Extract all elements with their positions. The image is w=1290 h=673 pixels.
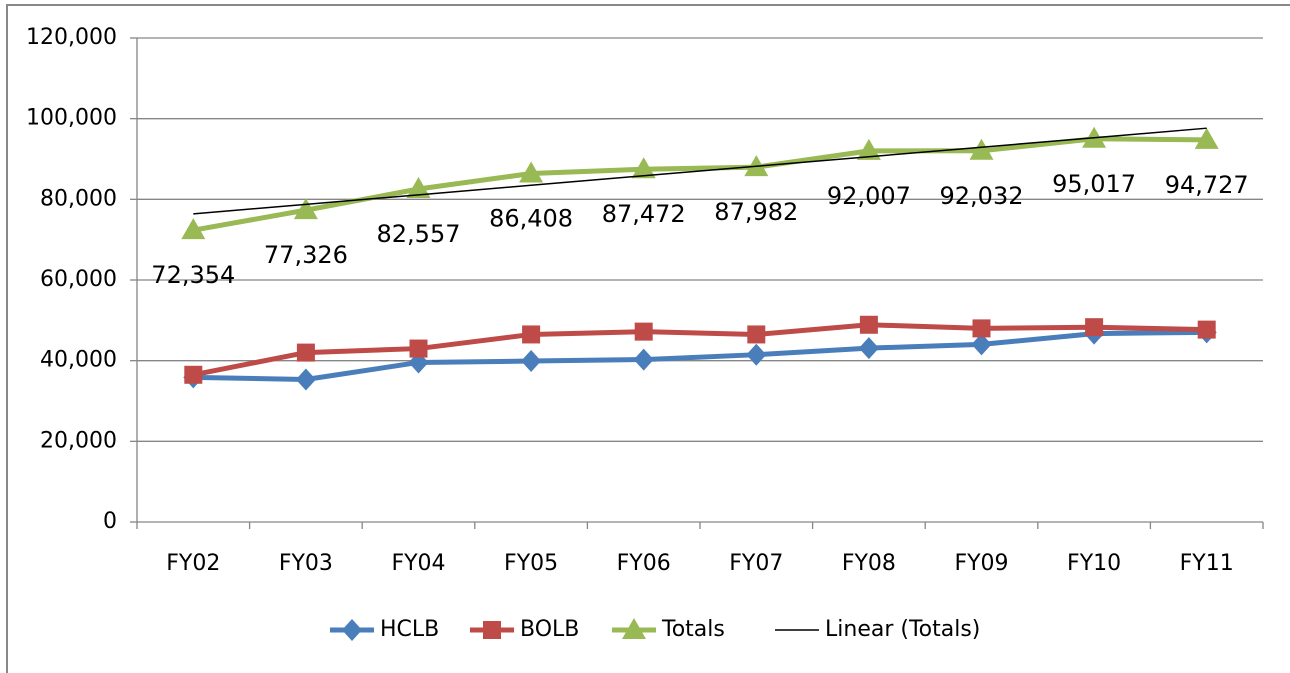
point-marker [293, 198, 318, 220]
data-label: 87,472 [602, 200, 686, 228]
data-label: 94,727 [1165, 171, 1249, 199]
series-line [193, 329, 1207, 383]
point-marker [1197, 320, 1216, 339]
chart-border [6, 4, 1290, 673]
y-tick-label: 120,000 [26, 25, 117, 50]
x-tick-label: FY09 [954, 551, 1008, 576]
data-label: 95,017 [1052, 170, 1136, 198]
legend-marker [622, 618, 646, 639]
point-marker [856, 138, 881, 160]
series-line [192, 322, 1207, 378]
x-tick-label: FY08 [842, 551, 896, 576]
y-tick-label: 100,000 [26, 106, 117, 131]
point-marker [859, 315, 878, 334]
point-marker [1194, 127, 1219, 149]
point-marker [181, 218, 206, 240]
point-marker [858, 337, 879, 360]
data-label: 72,354 [151, 261, 235, 289]
data-label: 82,557 [377, 220, 461, 248]
x-tick-label: FY04 [391, 551, 445, 576]
legend-label: Linear (Totals) [825, 617, 980, 642]
point-marker [631, 157, 656, 179]
data-label: 77,326 [264, 241, 348, 269]
point-marker [406, 177, 431, 199]
point-marker [972, 319, 991, 338]
y-tick-label: 80,000 [40, 186, 117, 211]
point-marker [184, 365, 203, 384]
point-marker [409, 339, 428, 358]
point-marker [522, 325, 541, 344]
point-marker [521, 350, 542, 373]
data-label: 92,032 [940, 182, 1024, 210]
point-marker [747, 325, 766, 344]
point-marker [296, 343, 315, 362]
data-label: 87,982 [714, 198, 798, 226]
point-marker [1085, 318, 1104, 337]
legend-label: BOLB [520, 617, 579, 642]
x-tick-label: FY03 [279, 551, 333, 576]
x-tick-label: FY06 [617, 551, 671, 576]
point-marker [971, 333, 992, 356]
data-label: 86,408 [489, 204, 573, 232]
legend-label: HCLB [380, 617, 439, 642]
y-tick-label: 40,000 [40, 348, 117, 373]
x-tick-label: FY05 [504, 551, 558, 576]
x-tick-label: FY02 [166, 551, 220, 576]
point-marker [969, 138, 994, 160]
point-marker [295, 368, 316, 391]
legend-marker [342, 619, 362, 641]
point-marker [633, 348, 654, 371]
data-label: 92,007 [827, 182, 911, 210]
trend-line [193, 127, 1207, 215]
y-tick-label: 0 [103, 509, 117, 534]
point-marker [746, 343, 767, 366]
legend-marker [483, 621, 501, 639]
legend-label: Totals [661, 617, 725, 642]
y-tick-label: 20,000 [40, 428, 117, 453]
x-tick-label: FY11 [1180, 551, 1234, 576]
point-marker [634, 322, 653, 341]
point-marker [519, 161, 544, 183]
x-tick-label: FY10 [1067, 551, 1121, 576]
x-tick-label: FY07 [729, 551, 783, 576]
y-tick-label: 60,000 [40, 267, 117, 292]
